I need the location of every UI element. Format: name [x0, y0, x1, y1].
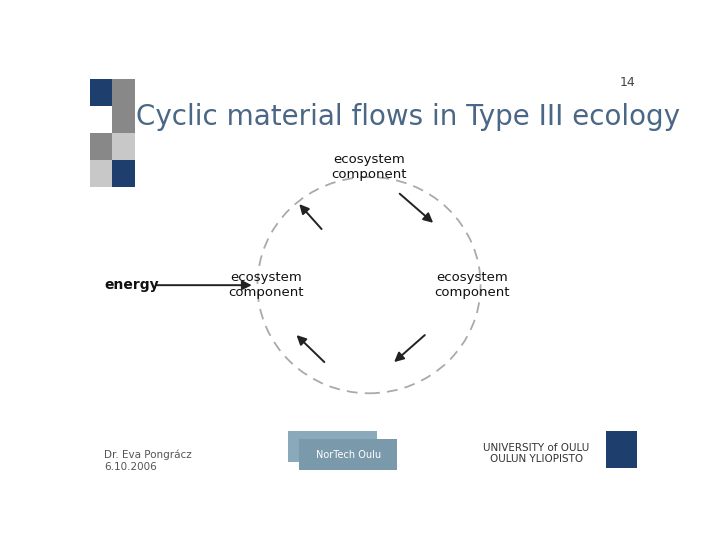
Bar — [112, 79, 135, 106]
Bar — [300, 439, 397, 470]
Text: UNIVERSITY of OULU
OULUN YLIOPISTO: UNIVERSITY of OULU OULUN YLIOPISTO — [483, 443, 590, 464]
Bar — [112, 160, 135, 187]
Text: Cyclic material flows in Type III ecology: Cyclic material flows in Type III ecolog… — [136, 103, 680, 131]
Text: energy: energy — [104, 278, 159, 292]
Text: ecosystem
component: ecosystem component — [228, 271, 304, 299]
Text: Dr. Eva Pongrácz
6.10.2006: Dr. Eva Pongrácz 6.10.2006 — [104, 449, 192, 471]
Text: NorTech Oulu: NorTech Oulu — [316, 450, 381, 460]
Text: 14: 14 — [620, 77, 636, 90]
Text: ecosystem
component: ecosystem component — [331, 153, 407, 181]
Bar — [112, 106, 135, 133]
Bar — [90, 160, 112, 187]
Bar — [606, 431, 637, 468]
Bar — [288, 431, 377, 462]
Bar — [112, 133, 135, 160]
Text: ecosystem
component: ecosystem component — [434, 271, 510, 299]
Bar — [90, 133, 112, 160]
Bar — [90, 79, 112, 106]
